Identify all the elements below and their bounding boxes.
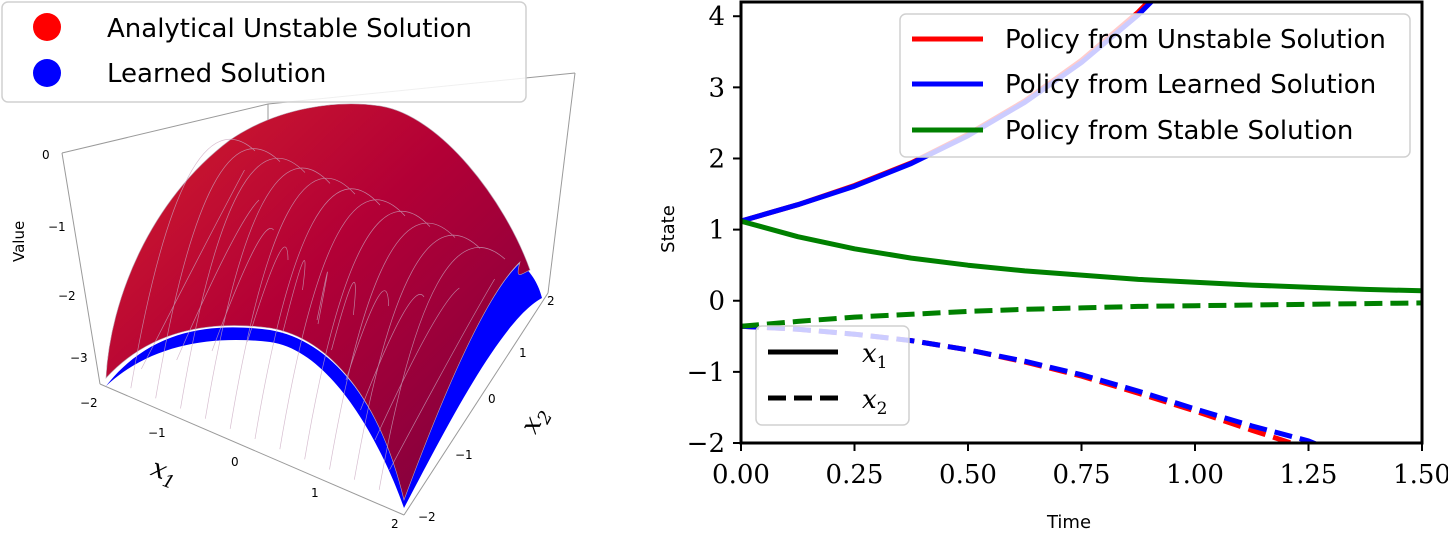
legend-label-learned: Policy from Learned Solution	[1005, 70, 1376, 100]
y-tick-label: −1	[687, 358, 725, 388]
legend-label-unstable: Policy from Unstable Solution	[1005, 25, 1386, 55]
axis-ticks: 0.00 0.25 0.50 0.75 1.00 1.25 1.50 −2 −1 0 1 2 3 4	[687, 2, 1448, 490]
legend-label-analytical: Analytical Unstable Solution	[107, 14, 472, 44]
series-line-x1-2	[741, 218, 1422, 294]
mesh-line	[254, 188, 381, 440]
mesh-line	[279, 199, 406, 450]
x2-tick-label: −1	[455, 448, 473, 462]
x-tick-label: 0.50	[939, 460, 997, 490]
y-tick-label: −2	[687, 429, 725, 459]
mesh-line	[180, 157, 306, 409]
mesh-line	[329, 222, 456, 470]
mesh-line	[304, 210, 431, 460]
x1-axis-label: x1	[146, 453, 182, 494]
policy-legend: Policy from Unstable Solution Policy fro…	[899, 13, 1411, 158]
mesh-line	[204, 167, 331, 419]
x1-axis: −2 −1 0 1 2 x1	[80, 396, 399, 531]
mesh-line	[246, 246, 289, 343]
learned-surface	[106, 263, 542, 508]
mesh-line	[378, 247, 506, 490]
x1-tick-label: 1	[311, 486, 319, 500]
mesh-line	[282, 260, 306, 334]
mesh-line	[345, 290, 390, 381]
x-tick-label: 0.25	[826, 460, 884, 490]
z-tick-label: −2	[58, 289, 76, 303]
x1-axis-subscript: 1	[159, 470, 177, 494]
mesh-line	[229, 177, 356, 429]
line-chart-panel: 0.00 0.25 0.50 0.75 1.00 1.25 1.50 −2 −1 0 1 2 3 4 Ti…	[658, 0, 1448, 533]
surface-mesh	[130, 139, 506, 490]
y-tick-label: 1	[708, 216, 725, 246]
series-line-x2-5	[741, 300, 1422, 329]
mesh-line	[389, 278, 495, 471]
y-tick-label: 0	[708, 287, 725, 317]
y-tick-label: 2	[708, 144, 725, 174]
x2-tick-label: −2	[418, 510, 436, 524]
x-tick-label: 0.00	[712, 460, 770, 490]
x1-tick-label: −1	[148, 426, 166, 440]
legend-label-stable: Policy from Stable Solution	[1005, 116, 1353, 146]
component-legend: x1 x2	[755, 325, 910, 426]
legend-frame	[899, 13, 1411, 158]
y-axis-label: State	[658, 205, 679, 253]
z-tick-label: 0	[42, 148, 50, 162]
x1-tick-label: 0	[231, 455, 239, 469]
mesh-line	[353, 234, 481, 480]
legend-label-x2: x2	[862, 385, 888, 419]
surface-legend: Analytical Unstable Solution Learned Sol…	[1, 1, 527, 103]
mesh-line	[176, 199, 260, 361]
z-axis-label: Value	[10, 221, 28, 262]
z-tick-label: −3	[70, 351, 88, 365]
legend-label-learned: Learned Solution	[107, 59, 326, 89]
mesh-line	[141, 169, 245, 370]
z-tick-label: −1	[48, 220, 66, 234]
x-tick-label: 0.75	[1053, 460, 1111, 490]
mesh-line	[331, 282, 356, 351]
legend-frame	[1, 1, 527, 103]
x2-tick-label: 0	[488, 392, 496, 406]
surface-panel: 0 −1 −2 −3 Value −2 −1 0 1 2 x1 −2 −1 0 …	[1, 1, 576, 531]
mesh-line	[360, 294, 425, 411]
x-tick-label: 1.50	[1393, 460, 1448, 490]
x2-tick-label: 2	[547, 294, 555, 308]
x2-axis-subscript: 2	[533, 408, 557, 429]
analytical-surface	[105, 103, 531, 502]
x2-axis-label: x2	[515, 401, 557, 440]
x1-tick-label: 2	[391, 517, 399, 531]
mesh-line	[211, 228, 274, 352]
mesh-line	[155, 148, 281, 399]
x-tick-label: 1.00	[1166, 460, 1224, 490]
x2-tick-label: 1	[519, 346, 527, 360]
x-axis-label: Time	[1046, 512, 1091, 533]
mesh-line	[374, 287, 460, 441]
legend-marker-learned	[33, 59, 61, 87]
legend-marker-analytical	[33, 13, 61, 41]
mesh-line	[316, 271, 328, 325]
x-tick-label: 1.25	[1280, 460, 1338, 490]
z-axis: 0 −1 −2 −3 Value	[10, 148, 88, 365]
y-tick-label: 3	[708, 73, 725, 103]
mesh-line	[130, 139, 256, 389]
y-tick-label: 4	[708, 2, 725, 32]
x1-tick-label: −2	[80, 396, 98, 410]
